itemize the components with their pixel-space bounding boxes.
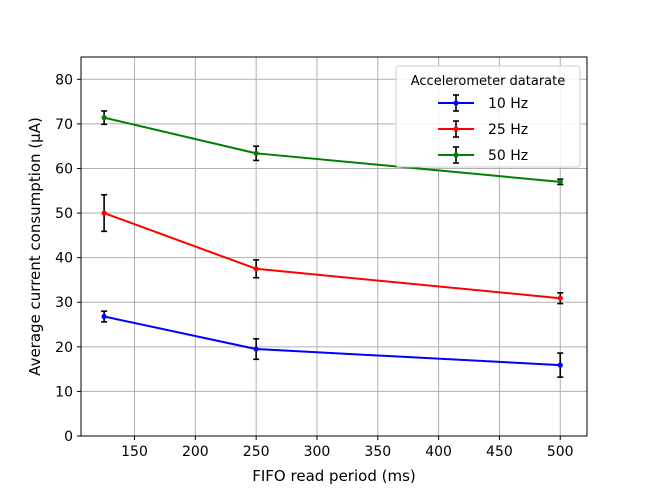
y-tick-label: 60 [55, 161, 73, 177]
data-point [253, 346, 259, 352]
legend-swatch-marker [453, 126, 459, 132]
series-10-hz [101, 310, 564, 378]
legend-title: Accelerometer datarate [411, 74, 566, 89]
y-axis-label: Average current consumption (μA) [26, 117, 44, 376]
data-point [253, 150, 259, 156]
legend-swatch-marker [453, 100, 459, 106]
data-point [101, 115, 107, 121]
x-axis-label: FIFO read period (ms) [252, 467, 415, 485]
data-point [557, 179, 563, 185]
x-tick-label: 250 [243, 444, 270, 460]
plot-frame [80, 56, 588, 437]
x-tick-label: 300 [304, 444, 331, 460]
data-point [253, 266, 259, 272]
data-point [557, 362, 563, 368]
legend-label: 10 Hz [488, 96, 528, 112]
legend-entry: 10 Hz [438, 94, 528, 112]
data-point [101, 210, 107, 216]
y-tick-label: 40 [55, 251, 73, 267]
series-25-hz [101, 193, 564, 305]
legend-swatch-marker [453, 152, 459, 158]
y-tick-label: 50 [55, 206, 73, 222]
data-point [101, 313, 107, 320]
legend: Accelerometer datarate 10 Hz 25 Hz 50 Hz [395, 65, 581, 168]
x-tick-label: 350 [364, 444, 391, 460]
legend-label: 25 Hz [488, 122, 528, 138]
y-tick-label: 30 [55, 295, 73, 311]
ticks: 150 200 250 300 350 400 450 500 0 10 20 30 40 50 60 70 8… [55, 72, 573, 460]
y-tick-label: 70 [55, 117, 73, 133]
x-tick-label: 150 [121, 444, 148, 460]
legend-box [395, 65, 581, 168]
y-tick-label: 80 [55, 72, 73, 88]
y-tick-label: 20 [55, 340, 73, 356]
series-50-hz [101, 110, 564, 186]
y-tick-label: 0 [64, 429, 73, 445]
x-tick-label: 400 [425, 444, 452, 460]
x-tick-label: 450 [486, 444, 513, 460]
series-layer [101, 110, 564, 378]
legend-entry: 25 Hz [438, 120, 528, 138]
legend-entries: 10 Hz 25 Hz 50 Hz [438, 94, 528, 164]
y-tick-label: 10 [55, 384, 73, 400]
x-tick-label: 200 [182, 444, 209, 460]
legend-label: 50 Hz [488, 148, 528, 164]
x-tick-label: 500 [547, 444, 574, 460]
data-point [557, 295, 563, 301]
legend-entry: 50 Hz [438, 146, 528, 164]
